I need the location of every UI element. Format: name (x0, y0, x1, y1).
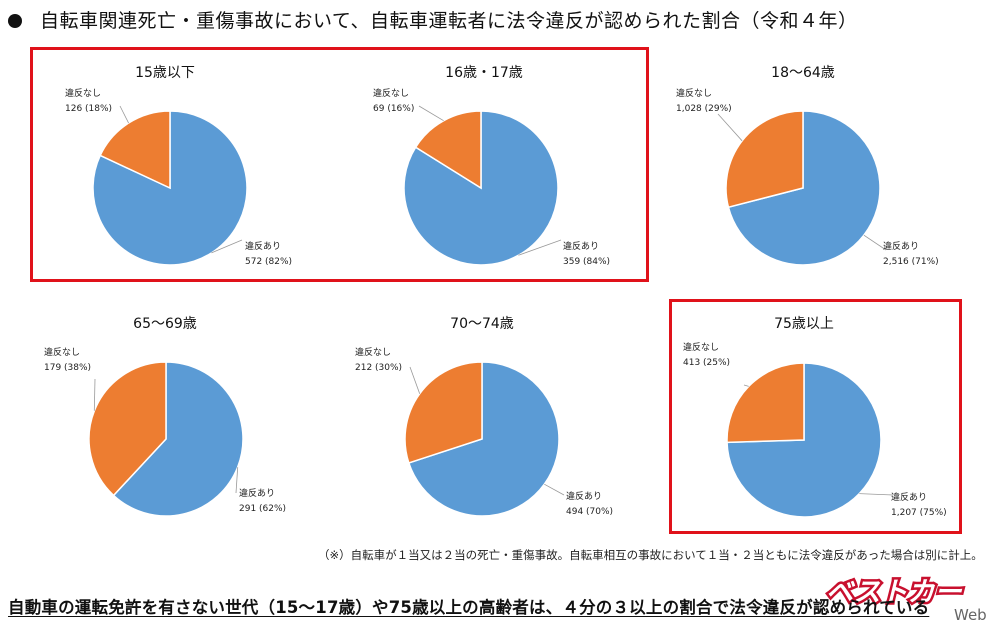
slice-no-violation (414, 110, 482, 190)
violation-value: 2,516 (71%) (883, 257, 939, 267)
slice-violation (112, 361, 244, 517)
slice-label-no-violation: 違反なし 413 (25%) (683, 341, 730, 371)
slice-no-violation (88, 361, 167, 497)
no-violation-value: 179 (38%) (44, 363, 92, 373)
leader-line-violation (863, 234, 887, 251)
conclusion-text: 自動車の運転免許を有さない世代（15〜17歳）や75歳以上の高齢者は、４分の３以… (8, 598, 930, 617)
slice-label-violation: 違反あり 494 (70%) (566, 490, 613, 520)
violation-value: 291 (62%) (239, 504, 287, 514)
no-violation-value: 126 (18%) (65, 104, 113, 114)
pie-chart-18-64: 18〜64歳 違反なし 1,028 (29%) 違反あり 2,516 (71%) (643, 62, 963, 312)
violation-value: 494 (70%) (566, 507, 614, 517)
slice-label-no-violation: 違反なし 179 (38%) (44, 346, 91, 376)
pie-chart-75-plus: 75歳以上 違反なし 413 (25%) 違反あり 1,207 (75%) (644, 313, 964, 563)
bullet-icon (8, 14, 22, 28)
no-violation-value: 212 (30%) (355, 363, 403, 373)
highlight-box-under-18 (30, 47, 649, 282)
leader-line-violation (235, 467, 239, 494)
slice-label-no-violation: 違反なし 212 (30%) (355, 346, 402, 376)
leader-line-no-violation (93, 378, 96, 411)
chart-title: 15歳以下 (135, 65, 195, 81)
leader-line-no-violation (717, 113, 743, 142)
violation-value: 1,207 (75%) (891, 508, 947, 518)
leader-line-violation (859, 493, 894, 496)
chart-title: 75歳以上 (774, 316, 834, 332)
slice-label-no-violation: 違反なし 126 (18%) (65, 87, 112, 117)
no-violation-label: 違反なし (44, 348, 81, 358)
leader-line-no-violation (409, 366, 421, 394)
pie-chart-65-69: 65〜69歳 違反なし 179 (38%) 違反あり 291 (62%) (5, 313, 325, 563)
violation-label: 違反あり (891, 493, 928, 503)
no-violation-label: 違反なし (373, 89, 410, 99)
pie-chart-under-15: 15歳以下 違反なし 126 (18%) 違反あり 572 (82%) (5, 62, 325, 312)
chart-title: 70〜74歳 (450, 316, 514, 332)
page-title-text: 自転車関連死亡・重傷事故において、自転車運転者に法令違反が認められた割合（令和４… (40, 10, 858, 32)
violation-value: 572 (82%) (245, 257, 293, 267)
slice-label-violation: 違反あり 291 (62%) (239, 487, 286, 517)
slice-label-violation: 違反あり 359 (84%) (563, 240, 610, 270)
slice-label-violation: 違反あり 1,207 (75%) (891, 491, 947, 521)
slice-violation (403, 110, 559, 266)
violation-label: 違反あり (239, 489, 276, 499)
footnote: （※）自転車が１当又は２当の死亡・重傷事故。自転車相互の事故において１当・２当と… (318, 548, 983, 562)
violation-label: 違反あり (566, 492, 603, 502)
pie-chart-70-74: 70〜74歳 違反なし 212 (30%) 違反あり 494 (70%) (322, 313, 642, 563)
leader-line-violation (211, 239, 243, 254)
slice-no-violation (726, 362, 805, 444)
no-violation-label: 違反なし (355, 348, 392, 358)
leader-line-no-violation (119, 105, 129, 124)
slice-label-no-violation: 違反なし 1,028 (29%) (676, 87, 732, 117)
pie-svg (403, 105, 562, 266)
no-violation-label: 違反なし (683, 343, 720, 353)
slice-violation (727, 110, 881, 266)
no-violation-value: 413 (25%) (683, 358, 731, 368)
violation-label: 違反あり (245, 242, 282, 252)
slice-violation (407, 361, 560, 517)
violation-label: 違反あり (883, 242, 920, 252)
no-violation-label: 違反なし (65, 89, 102, 99)
pie-svg (404, 361, 565, 517)
pie-svg (717, 110, 887, 266)
leader-line-violation (518, 239, 562, 256)
chart-title: 18〜64歳 (771, 65, 835, 81)
logo-text: ベストカー (826, 577, 963, 608)
violation-label: 違反あり (563, 242, 600, 252)
no-violation-label: 違反なし (676, 89, 713, 99)
leader-line-violation (544, 483, 565, 496)
logo-sub-text: Web (954, 606, 987, 622)
no-violation-value: 1,028 (29%) (676, 104, 732, 114)
violation-value: 359 (84%) (563, 257, 611, 267)
page-title: 自転車関連死亡・重傷事故において、自転車運転者に法令違反が認められた割合（令和４… (8, 6, 857, 33)
pie-svg (726, 362, 894, 518)
pie-svg (92, 105, 248, 266)
highlight-box-75-plus (669, 299, 962, 534)
leader-line-no-violation (418, 105, 444, 122)
slice-label-violation: 違反あり 2,516 (71%) (883, 240, 939, 270)
leader-line-no-violation (743, 384, 749, 387)
slice-no-violation (725, 110, 804, 209)
bestcar-logo: ベストカー Web (824, 575, 987, 622)
no-violation-value: 69 (16%) (373, 104, 415, 114)
pie-chart-16-17: 16歳・17歳 違反なし 69 (16%) 違反あり 359 (84%) (324, 62, 644, 312)
chart-title: 16歳・17歳 (445, 65, 523, 81)
pie-svg (88, 361, 244, 517)
slice-label-no-violation: 違反なし 69 (16%) (373, 87, 414, 117)
chart-title: 65〜69歳 (133, 316, 197, 332)
slice-label-violation: 違反あり 572 (82%) (245, 240, 292, 270)
